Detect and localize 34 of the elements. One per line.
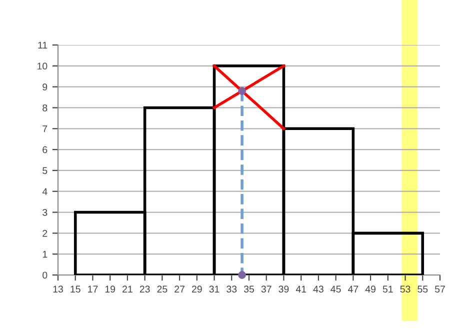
y-tick-label: 6	[42, 146, 48, 154]
x-tick-label: 55	[418, 286, 428, 293]
y-tick-label: 5	[42, 167, 48, 174]
x-tick-label: 33	[226, 286, 237, 293]
y-tick-label: 7	[42, 125, 48, 132]
y-tick-label: 8	[42, 104, 48, 112]
x-tick-label: 23	[140, 286, 150, 293]
x-tick-label: 31	[209, 286, 220, 293]
y-tick-label: 2	[42, 230, 48, 237]
y-tick-label: 11	[38, 42, 48, 49]
x-tick-label: 25	[157, 286, 168, 293]
x-tick-label: 39	[278, 286, 289, 293]
x-tick-label: 27	[174, 286, 184, 292]
x-tick-label: 21	[122, 286, 132, 292]
x-tick-label: 57	[434, 286, 445, 293]
x-tick-label: 13	[53, 286, 63, 293]
x-tick-label: 43	[313, 286, 324, 293]
y-tick-label: 1	[42, 250, 48, 258]
y-tick-label: 3	[42, 209, 48, 216]
y-tick-label: 0	[42, 272, 48, 279]
x-tick-label: 41	[296, 286, 306, 292]
x-tick-label: 17	[88, 286, 98, 292]
x-tick-label: 15	[70, 286, 80, 293]
x-tick-label: 49	[365, 286, 376, 293]
y-tick-label: 10	[38, 62, 48, 70]
x-tick-label: 51	[382, 286, 393, 293]
x-tick-label: 47	[348, 286, 358, 292]
x-tick-label: 35	[244, 286, 254, 293]
x-tick-label: 37	[261, 286, 272, 293]
x-tick-label: 29	[192, 286, 202, 293]
x-tick-label: 19	[105, 286, 116, 293]
y-tick-label: 4	[42, 188, 48, 195]
x-tick-label: 45	[330, 286, 341, 293]
y-tick-label: 9	[42, 84, 48, 90]
